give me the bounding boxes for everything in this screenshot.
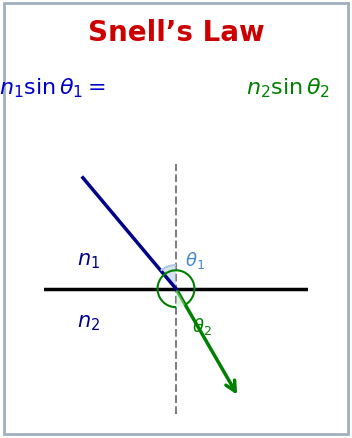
Text: Snell’s Law: Snell’s Law [88,19,264,47]
Text: $\boldsymbol{n_1}$: $\boldsymbol{n_1}$ [77,250,100,270]
Text: $\boldsymbol{n_2}$: $\boldsymbol{n_2}$ [77,312,100,332]
Text: $\theta_1$: $\theta_1$ [185,250,205,271]
Polygon shape [176,289,185,307]
Text: $n_2 \sin\theta_2$: $n_2 \sin\theta_2$ [246,76,330,99]
Text: $\theta_2$: $\theta_2$ [192,315,212,336]
Text: $n_1 \sin\theta_1 = $: $n_1 \sin\theta_1 = $ [0,76,106,99]
Polygon shape [161,265,176,289]
